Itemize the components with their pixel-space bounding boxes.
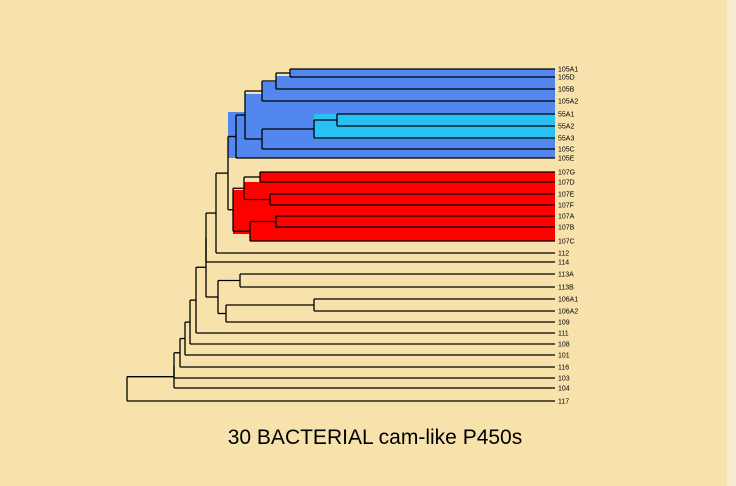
clade-107-block: [233, 172, 555, 241]
leaf-label-55a1: 55A1: [558, 112, 574, 119]
leaf-label-105a1: 105A1: [558, 67, 578, 74]
leaf-label-116: 116: [558, 365, 569, 372]
leaf-label-112: 112: [558, 251, 569, 258]
leaf-label-105c: 105C: [558, 147, 575, 154]
leaf-label-113a: 113A: [558, 272, 574, 279]
leaf-label-107c: 107C: [558, 239, 575, 246]
leaf-label-117: 117: [558, 399, 569, 406]
leaf-label-114: 114: [558, 260, 569, 267]
right-edge-band: [727, 0, 736, 486]
leaf-label-111: 111: [558, 331, 569, 338]
figure-caption: 30 BACTERIAL cam-like P450s: [228, 426, 523, 449]
leaf-label-106a2: 106A2: [558, 309, 578, 316]
leaf-label-109: 109: [558, 320, 570, 327]
leaf-label-55a2: 55A2: [558, 124, 574, 131]
leaf-label-106a1: 106A1: [558, 297, 578, 304]
leaf-label-105a2: 105A2: [558, 99, 578, 106]
leaf-label-107d: 107D: [558, 180, 575, 187]
leaf-label-107g: 107G: [558, 170, 575, 177]
leaf-label-103: 103: [558, 376, 570, 383]
leaf-label-107a: 107A: [558, 214, 575, 221]
leaf-label-101: 101: [558, 353, 570, 360]
leaf-label-105e: 105E: [558, 156, 575, 163]
leaf-label-104: 104: [558, 386, 570, 393]
leaf-label-107b: 107B: [558, 225, 575, 232]
leaf-label-113b: 113B: [558, 285, 574, 292]
leaf-label-55a3: 55A3: [558, 136, 574, 143]
leaf-label-105d: 105D: [558, 75, 575, 82]
leaf-label-108: 108: [558, 342, 570, 349]
leaf-label-105b: 105B: [558, 87, 575, 94]
leaf-label-107f: 107F: [558, 203, 574, 210]
leaf-label-107e: 107E: [558, 192, 575, 199]
